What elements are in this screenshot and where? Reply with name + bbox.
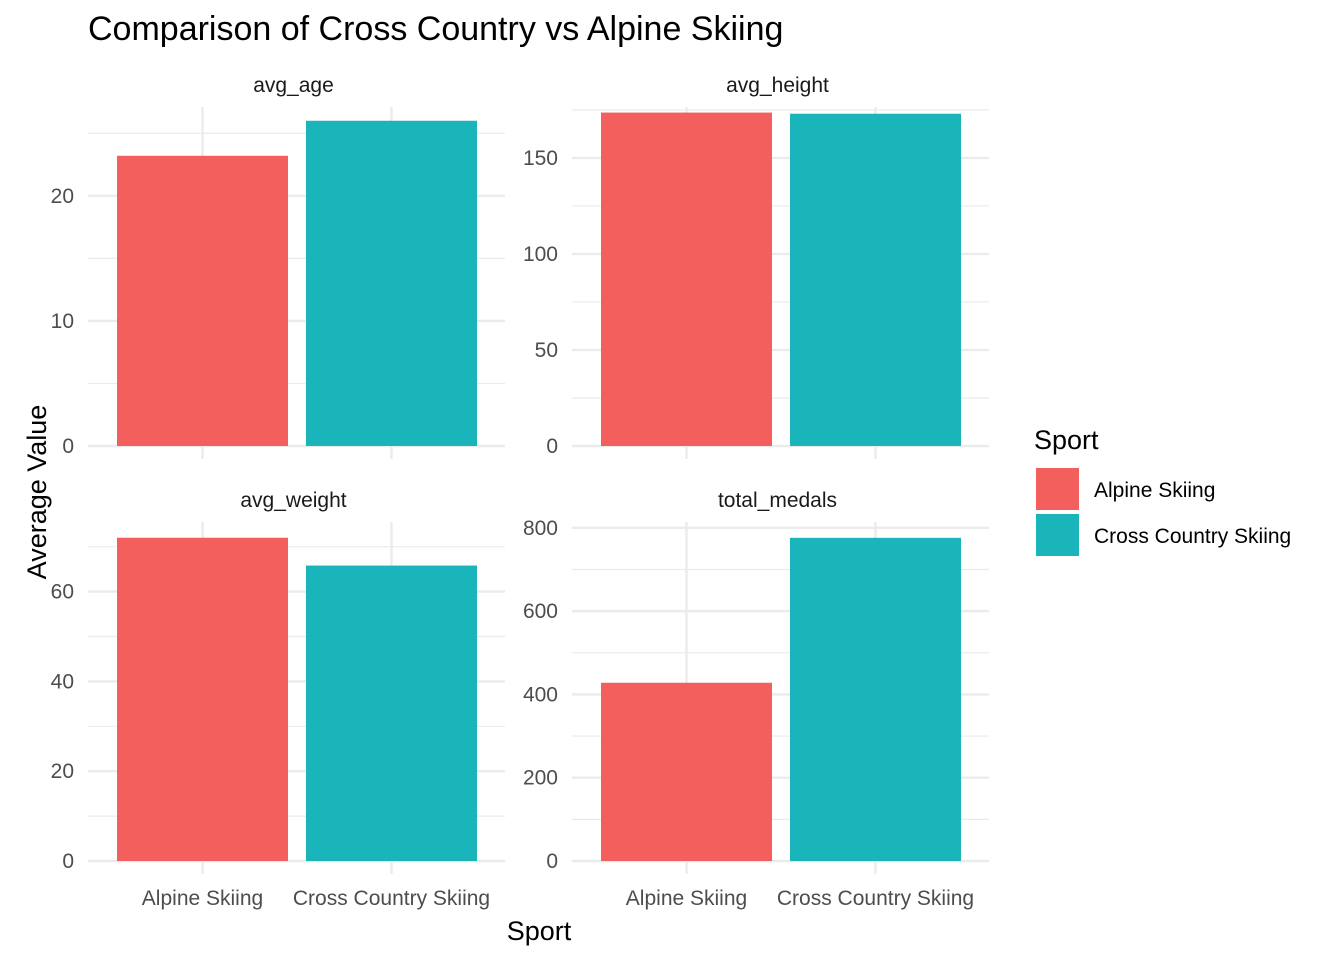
y-tick-label: 600 (523, 600, 558, 623)
y-tick-label: 20 (51, 760, 74, 783)
x-tick-label: Alpine Skiing (626, 887, 747, 910)
legend-label-alpine-skiing: Alpine Skiing (1094, 479, 1215, 502)
x-tick-label: Cross Country Skiing (777, 887, 974, 910)
panel-avg-height: 0 50 100 150 avg_height (523, 74, 989, 459)
y-tick-label: 0 (62, 850, 74, 873)
y-tick-label: 50 (535, 339, 558, 362)
chart-title: Comparison of Cross Country vs Alpine Sk… (88, 10, 783, 48)
bar-alpine-skiing (117, 537, 288, 861)
y-tick-label: 0 (62, 435, 74, 458)
panels-group: 0 10 20 avg_age 0 50 100 150 avg_height 0 20 40 60 av… (51, 74, 989, 910)
bar-cross-country-skiing (306, 120, 477, 447)
panel-avg-age: 0 10 20 avg_age (51, 74, 505, 459)
x-tick-label: Cross Country Skiing (293, 887, 490, 910)
bar-cross-country-skiing (790, 537, 961, 861)
bar-alpine-skiing (117, 155, 288, 446)
facet-strip-label: avg_height (726, 74, 829, 97)
y-tick-label: 200 (523, 767, 558, 790)
y-axis-title: Average Value (22, 405, 52, 580)
y-tick-label: 400 (523, 683, 558, 706)
y-tick-label: 150 (523, 147, 558, 170)
legend-label-cross-country-skiing: Cross Country Skiing (1094, 525, 1291, 548)
panel-total-medals: 0 200 400 600 800 total_medals Alpine Skiing Cr… (523, 489, 989, 910)
x-axis-title: Sport (507, 916, 572, 946)
y-tick-label: 0 (546, 435, 558, 458)
y-tick-label: 800 (523, 517, 558, 540)
legend-swatch-alpine-skiing (1036, 468, 1079, 510)
legend-swatch-cross-country-skiing (1036, 514, 1079, 556)
bar-alpine-skiing (601, 112, 772, 446)
legend-title: Sport (1034, 425, 1099, 455)
facet-strip-label: avg_weight (240, 489, 346, 512)
facet-strip-label: total_medals (718, 489, 837, 512)
y-tick-label: 0 (546, 850, 558, 873)
legend: Sport Alpine Skiing Cross Country Skiing (1034, 425, 1291, 556)
y-tick-label: 40 (51, 670, 74, 693)
x-tick-label: Alpine Skiing (142, 887, 263, 910)
y-tick-label: 60 (51, 581, 74, 604)
y-tick-label: 20 (51, 185, 74, 208)
bar-cross-country-skiing (790, 113, 961, 446)
facet-strip-label: avg_age (253, 74, 334, 97)
y-tick-label: 100 (523, 243, 558, 266)
panel-avg-weight: 0 20 40 60 avg_weight Alpine Skiing Cross Coun… (51, 489, 505, 910)
y-tick-label: 10 (51, 310, 74, 333)
bar-alpine-skiing (601, 682, 772, 861)
bar-cross-country-skiing (306, 565, 477, 861)
